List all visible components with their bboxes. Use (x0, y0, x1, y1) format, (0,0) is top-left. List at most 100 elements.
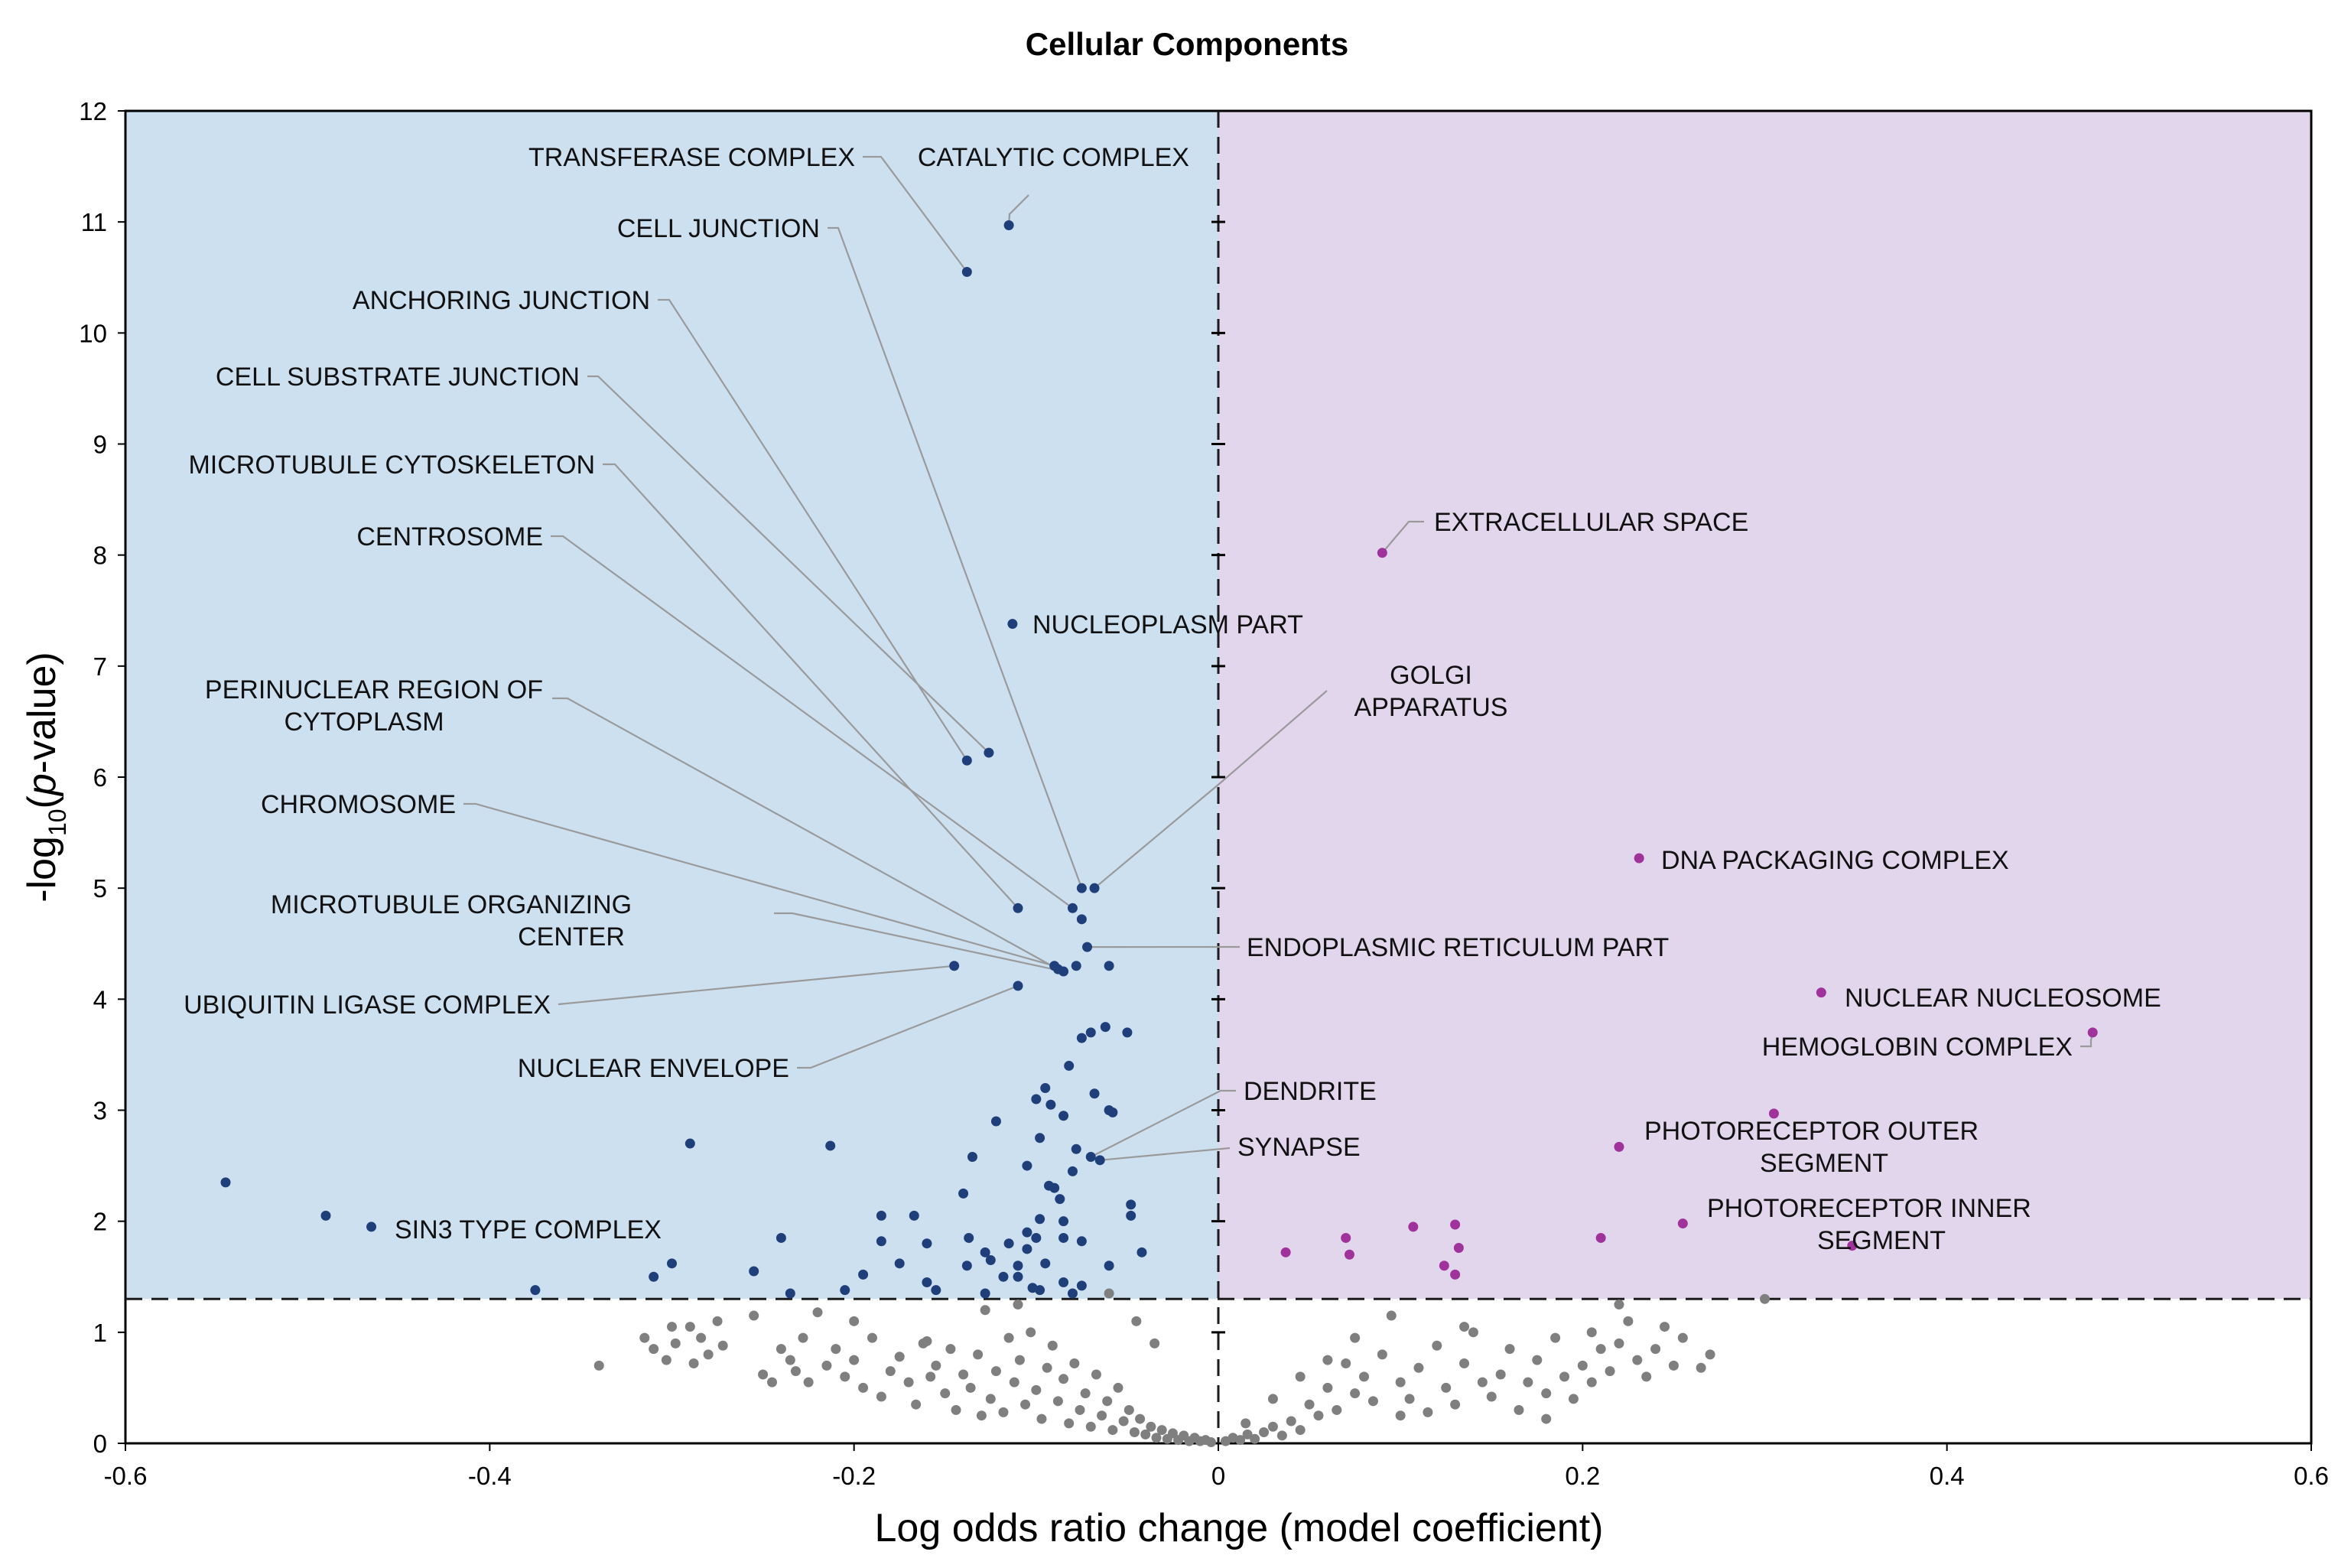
y-tick-label: 12 (79, 97, 107, 125)
negative-point (980, 1288, 990, 1299)
annotation-label: NUCLEAR NUCLEOSOME (1845, 984, 2161, 1013)
x-tick-label: -0.4 (468, 1462, 512, 1490)
negative-point (1126, 1210, 1136, 1221)
nonsignificant-point (1359, 1371, 1370, 1382)
positive-point (1408, 1222, 1419, 1232)
x-tick-label: 0 (1211, 1462, 1225, 1490)
plot-regions (125, 111, 2311, 1300)
negative-point (1013, 981, 1023, 991)
nonsignificant-point (980, 1305, 990, 1316)
annotation-leader-line (463, 802, 1055, 967)
negative-point (1058, 1277, 1069, 1288)
nonsignificant-point (1677, 1332, 1688, 1343)
negative-point (785, 1288, 795, 1299)
nonsignificant-point (911, 1399, 922, 1410)
negative-point (858, 1269, 869, 1280)
negative-point (1013, 903, 1023, 913)
y-tick-label: 11 (81, 208, 107, 236)
nonsignificant-point (1450, 1399, 1461, 1410)
nonsignificant-point (925, 1371, 936, 1382)
negative-point (1064, 1060, 1075, 1071)
negative-point (922, 1238, 932, 1249)
annotation-label: NUCLEAR ENVELOPE (518, 1054, 789, 1083)
negative-point (1085, 1027, 1096, 1038)
nonsignificant-point (1550, 1332, 1561, 1343)
nonsignificant-point (1140, 1429, 1151, 1440)
negative-point (876, 1210, 886, 1221)
nonsignificant-point (1705, 1349, 1715, 1360)
negative-point (825, 1140, 836, 1151)
nonsignificant-point (1102, 1396, 1113, 1407)
nonsignificant-point (1276, 1430, 1287, 1441)
negative-point (909, 1210, 919, 1221)
nonsignificant-point (1250, 1433, 1260, 1444)
negative-point (667, 1258, 677, 1269)
negative-point (958, 1188, 969, 1199)
negative-point (1104, 961, 1114, 971)
annotation-label-line2: APPARATUS (1354, 693, 1508, 722)
x-tick-label: 0.4 (1930, 1462, 1965, 1490)
negative-point (990, 1116, 1001, 1127)
nonsignificant-point (1080, 1388, 1091, 1399)
negative-point (1052, 964, 1063, 974)
annotation-label: CATALYTIC COMPLEX (918, 143, 1189, 172)
positive-point (1450, 1269, 1461, 1280)
nonsignificant-point (649, 1344, 659, 1355)
nonsignificant-point (903, 1377, 914, 1387)
y-tick-label: 5 (93, 874, 107, 903)
nonsignificant-point (1486, 1391, 1497, 1402)
y-tick-label: 0 (93, 1430, 107, 1458)
positive-point (1634, 853, 1644, 864)
positive-point (1439, 1261, 1449, 1271)
nonsignificant-point (717, 1340, 728, 1351)
nonsignificant-point (1286, 1416, 1296, 1426)
nonsignificant-point (1367, 1396, 1378, 1407)
y-tick-label: 1 (93, 1319, 107, 1347)
nonsignificant-point (1459, 1358, 1470, 1368)
nonsignificant-point (1149, 1338, 1160, 1348)
nonsignificant-point (985, 1394, 996, 1404)
nonsignificant-point (1477, 1377, 1488, 1387)
nonsignificant-point (1020, 1399, 1031, 1410)
nonsignificant-point (1069, 1358, 1080, 1368)
nonsignificant-point (1031, 1384, 1042, 1395)
annotation-leader-line (797, 984, 1019, 1069)
positive-point (1768, 1108, 1779, 1119)
nonsignificant-point (1350, 1332, 1361, 1343)
nonsignificant-point (1432, 1340, 1442, 1351)
nonsignificant-point (1322, 1355, 1333, 1365)
nonsignificant-point (1523, 1377, 1533, 1387)
annotation-label: PHOTORECEPTOR OUTER (1644, 1117, 1979, 1146)
negative-point (1035, 1214, 1045, 1225)
nonsignificant-point (1532, 1355, 1543, 1365)
nonsignificant-point (688, 1358, 699, 1368)
annotation-leader-line (603, 463, 1019, 909)
negative-point (1055, 1194, 1065, 1205)
annotation-label: CELL SUBSTRATE JUNCTION (216, 363, 580, 392)
negative-point (1076, 1033, 1087, 1043)
negative-point (1058, 1216, 1069, 1227)
nonsignificant-point (798, 1332, 808, 1343)
nonsignificant-point (1614, 1300, 1624, 1310)
x-tick-label: -0.6 (104, 1462, 148, 1490)
negative-point (1071, 1143, 1081, 1154)
annotation-label: GOLGI (1390, 661, 1472, 690)
negative-point (1104, 1261, 1114, 1271)
annotation-label: UBIQUITIN LIGASE COMPLEX (184, 991, 551, 1020)
nonsignificant-point (1014, 1355, 1025, 1365)
annotation-leader-line (774, 912, 1064, 973)
nonsignificant-point (790, 1366, 801, 1377)
negative-point (961, 1261, 972, 1271)
nonsignificant-point (1760, 1293, 1770, 1304)
nonsignificant-point (1118, 1416, 1129, 1426)
nonsignificant-point (1632, 1355, 1643, 1365)
annotation-label: ENDOPLASMIC RETICULUM PART (1247, 933, 1669, 962)
negative-point (1136, 1247, 1147, 1257)
positive-point (1453, 1243, 1464, 1254)
x-tick-label: 0.2 (1565, 1462, 1600, 1490)
nonsignificant-point (593, 1360, 604, 1371)
nonsignificant-point (703, 1349, 714, 1360)
annotation-label: EXTRACELLULAR SPACE (1434, 508, 1748, 537)
nonsignificant-point (1332, 1404, 1342, 1415)
